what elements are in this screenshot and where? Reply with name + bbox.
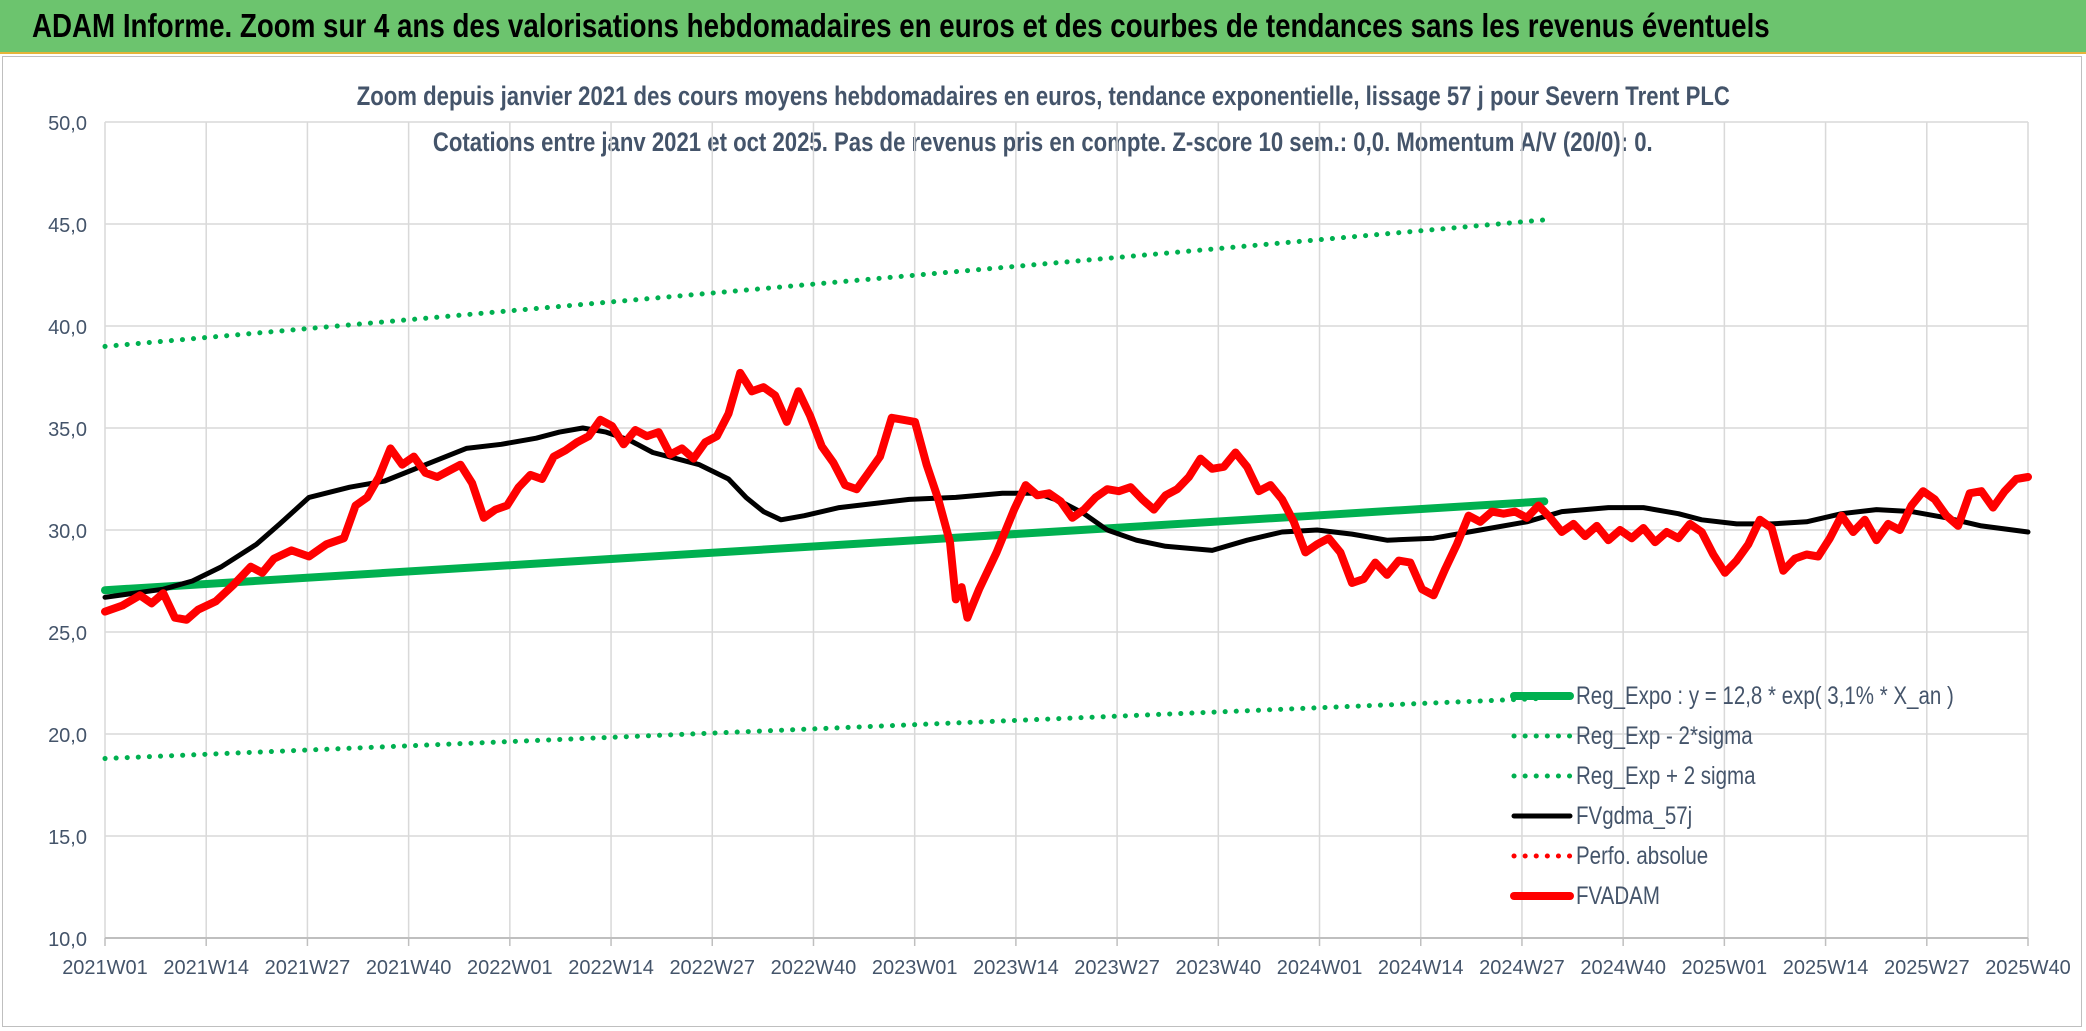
x-tick-label: 2025W27 [1884,957,1970,979]
x-tick-label: 2023W01 [872,957,958,979]
x-tick-label: 2023W27 [1074,957,1160,979]
x-axis: 2021W01 2021W14 2021W27 2021W40 2022W01 2022W… [62,937,2071,979]
legend-swatch [1510,692,1574,700]
y-tick-label: 45,0 [48,215,87,237]
x-tick-label: 2023W40 [1176,957,1262,979]
x-tick-label: 2022W01 [467,957,553,979]
legend-item: Reg_Exp + 2 sigma [1510,756,1980,796]
legend-swatch [1511,813,1573,819]
x-tick-label: 2022W14 [568,957,654,979]
legend-item: FVADAM [1510,876,1980,916]
legend-item: FVgdma_57j [1510,796,1980,836]
legend-label: Reg_Exp + 2 sigma [1576,762,1756,790]
x-tick-label: 2021W40 [366,957,452,979]
x-tick-label: 2024W01 [1277,957,1363,979]
y-tick-label: 20,0 [48,725,87,747]
legend-label: Perfo. absolue [1576,842,1709,870]
x-tick-label: 2022W40 [771,957,857,979]
y-tick-label: 30,0 [48,521,87,543]
chart-frame [2,56,2082,1027]
y-tick-label: 40,0 [48,317,87,339]
series-line-2 [102,217,1547,349]
chart-title: Zoom depuis janvier 2021 des cours moyen… [356,81,1730,111]
x-tick-label: 2021W01 [62,957,148,979]
y-tick-label: 35,0 [48,419,87,441]
x-tick-label: 2021W14 [163,957,249,979]
y-tick-label: 10,0 [48,929,87,951]
x-tick-label: 2025W40 [1985,957,2071,979]
y-tick-label: 15,0 [48,827,87,849]
x-tick-label: 2024W14 [1378,957,1464,979]
x-tick-label: 2024W27 [1479,957,1565,979]
series-lines [101,217,2032,761]
legend-swatch [1511,853,1573,859]
legend-item: Perfo. absolue [1510,836,1980,876]
legend-swatch [1511,733,1573,739]
legend-label: FVgdma_57j [1576,802,1693,830]
x-tick-label: 2021W27 [265,957,351,979]
report-title: ADAM Informe. Zoom sur 4 ans des valoris… [32,7,1770,44]
chart-legend: Reg_Expo : y = 12,8 * exp( 3,1% * X_an )… [1510,676,1980,916]
legend-item: Reg_Expo : y = 12,8 * exp( 3,1% * X_an ) [1510,676,1980,716]
y-tick-label: 50,0 [48,113,87,135]
legend-swatch [1511,773,1573,779]
x-tick-label: 2023W14 [973,957,1059,979]
legend-item: Reg_Exp - 2*sigma [1510,716,1980,756]
x-tick-label: 2022W27 [669,957,755,979]
series-line-0 [101,497,1549,595]
x-tick-label: 2025W14 [1783,957,1869,979]
legend-label: FVADAM [1576,882,1660,910]
chart-subtitle: Cotations entre janv 2021 et oct 2025. P… [433,127,1653,157]
legend-label: Reg_Expo : y = 12,8 * exp( 3,1% * X_an ) [1576,682,1954,710]
y-tick-label: 25,0 [48,623,87,645]
legend-label: Reg_Exp - 2*sigma [1576,722,1753,750]
y-axis: 10,0 15,0 20,0 25,0 30,0 35,0 40,0 45,0 50,0 [48,113,87,951]
legend-swatch [1510,892,1574,900]
series-line-5 [101,368,2032,624]
series-line-1 [102,695,1547,761]
x-tick-label: 2025W01 [1682,957,1768,979]
x-tick-label: 2024W40 [1580,957,1666,979]
report-banner: ADAM Informe. Zoom sur 4 ans des valoris… [0,0,2086,54]
